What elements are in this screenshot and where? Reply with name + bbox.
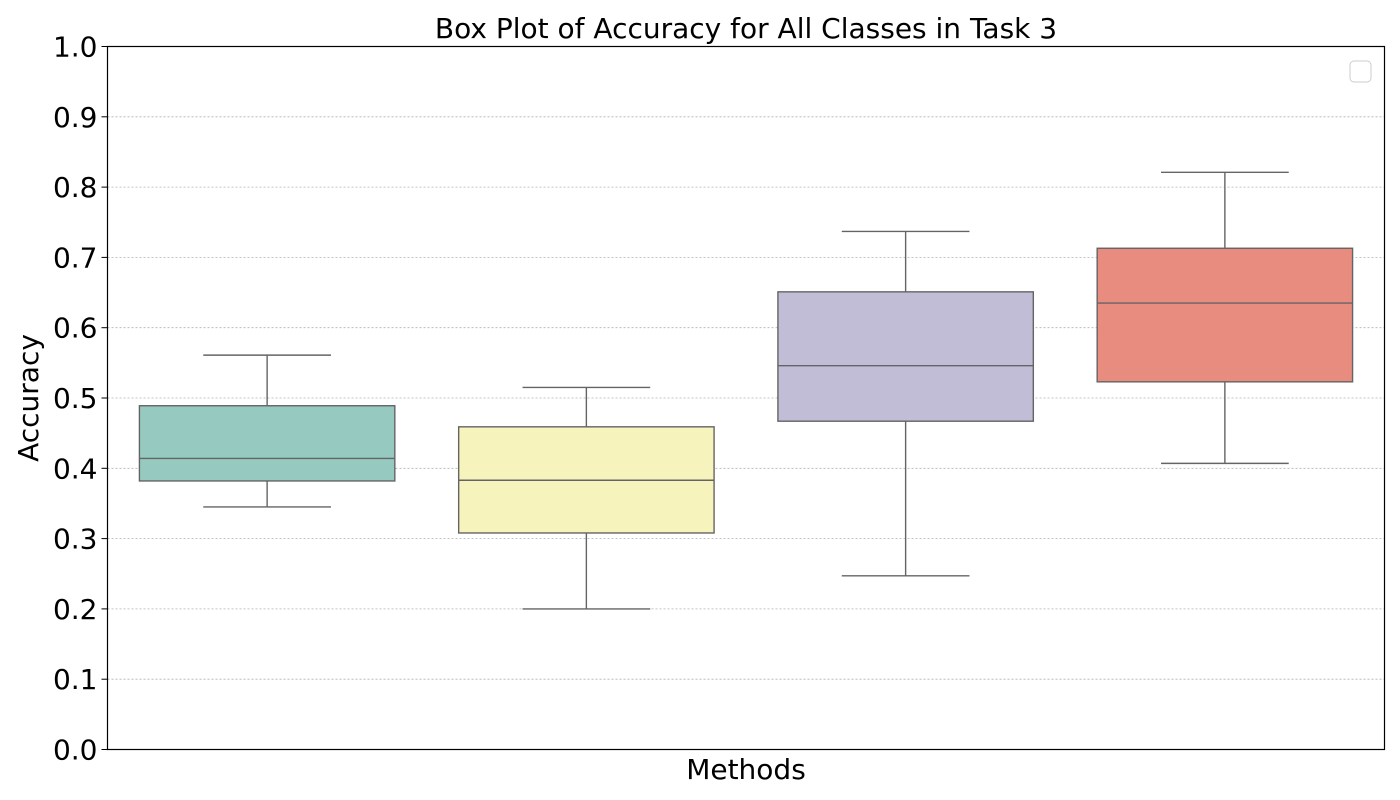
y-tick-label: 0.1 bbox=[53, 663, 98, 696]
y-tick-label: 0.4 bbox=[53, 452, 98, 485]
y-tick-label: 0.8 bbox=[53, 171, 98, 204]
y-axis-label: Accuracy bbox=[12, 334, 45, 462]
y-tick-label: 0.7 bbox=[53, 241, 98, 274]
y-tick-label: 0.6 bbox=[53, 312, 98, 345]
x-axis-label: Methods bbox=[686, 753, 806, 786]
y-tick-label: 1.0 bbox=[53, 31, 98, 64]
box-4 bbox=[1096, 171, 1354, 465]
y-tick-label: 0.2 bbox=[53, 593, 98, 626]
interquartile-box bbox=[777, 291, 1035, 422]
box-1 bbox=[138, 354, 396, 508]
chart-title: Box Plot of Accuracy for All Classes in … bbox=[435, 12, 1057, 45]
interquartile-box bbox=[1096, 247, 1354, 383]
box-2 bbox=[457, 386, 715, 610]
grid-lines bbox=[107, 116, 1385, 680]
legend-box bbox=[1349, 60, 1372, 83]
y-tick-label: 0.3 bbox=[53, 523, 98, 556]
y-tick-label: 0.9 bbox=[53, 101, 98, 134]
y-axis-ticks: 0.0 0.1 0.2 0.3 0.4 0.5 0.6 0.7 0.8 0.9 1.0 bbox=[53, 31, 108, 767]
y-tick-label: 0.0 bbox=[53, 734, 98, 767]
interquartile-box bbox=[138, 405, 396, 482]
box-series bbox=[138, 171, 1354, 610]
y-tick-label: 0.5 bbox=[53, 382, 98, 415]
box-3 bbox=[777, 230, 1035, 577]
